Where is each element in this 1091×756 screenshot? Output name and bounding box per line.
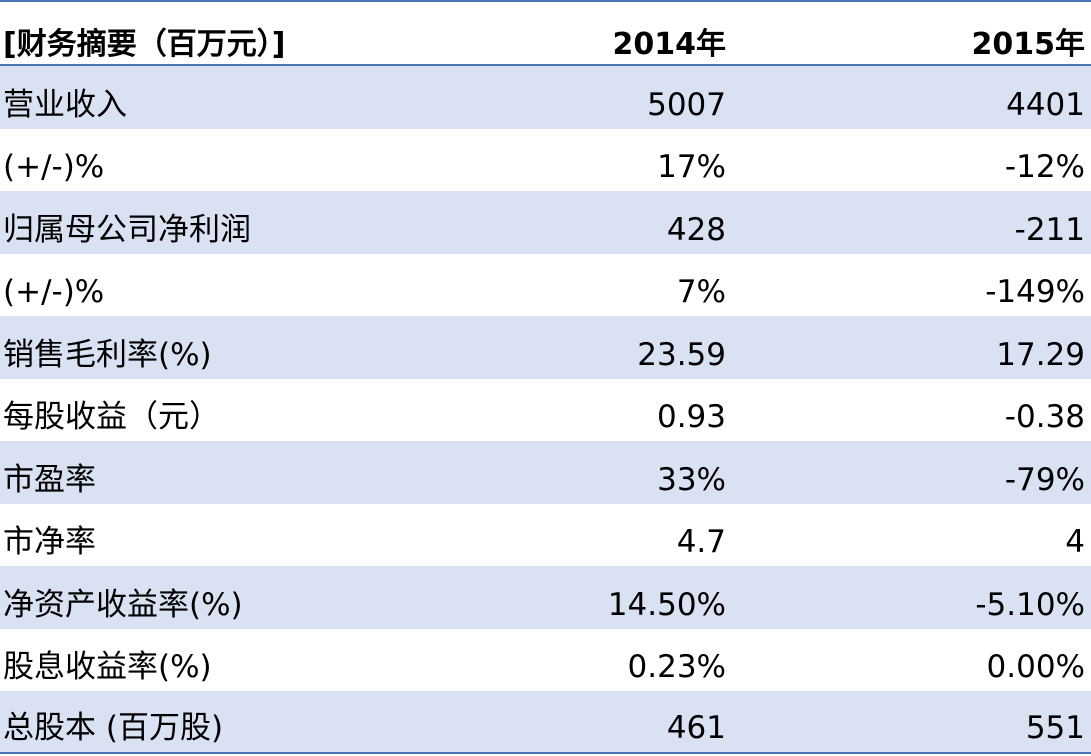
row-value-2014: 17%: [657, 149, 726, 185]
header-2014: 2014年: [612, 27, 727, 62]
table-body: 营业收入 5007 4401 (+/-)% 17% -12% 归属母公司净利润 428 -211…: [0, 66, 1091, 754]
row-value-2015: 4: [1065, 524, 1085, 560]
table-row: (+/-)% 7% -149%: [0, 254, 1091, 317]
row-label: 营业收入: [3, 86, 127, 123]
row-value-2015: 551: [1025, 709, 1085, 746]
row-label: 每股收益（元）: [3, 399, 220, 435]
header-2015: 2015年: [971, 27, 1086, 62]
row-value-2014: 461: [666, 709, 726, 746]
row-value-2015: 0.00%: [986, 649, 1085, 685]
row-value-2015: -211: [1014, 211, 1085, 248]
row-value-2015: -0.38: [1004, 399, 1085, 435]
table-row: 归属母公司净利润 428 -211: [0, 191, 1091, 254]
table-row: 市净率 4.7 4: [0, 504, 1091, 567]
row-value-2015: -79%: [1004, 461, 1085, 498]
table-row: 市盈率 33% -79%: [0, 441, 1091, 504]
table-row: 净资产收益率(%) 14.50% -5.10%: [0, 566, 1091, 629]
row-value-2014: 23.59: [637, 336, 726, 373]
row-value-2014: 5007: [647, 86, 726, 123]
row-value-2014: 14.50%: [607, 586, 726, 623]
table-row: 每股收益（元） 0.93 -0.38: [0, 379, 1091, 442]
header-label: [财务摘要（百万元）]: [3, 27, 286, 62]
row-label: 股息收益率(%): [3, 649, 212, 685]
row-value-2014: 428: [666, 211, 726, 248]
row-label: 市盈率: [3, 461, 96, 498]
table-header-row: [财务摘要（百万元）] 2014年 2015年: [0, 2, 1091, 66]
row-label: (+/-)%: [3, 274, 105, 310]
row-label: 净资产收益率(%): [3, 586, 243, 623]
row-label: 总股本 (百万股): [3, 709, 224, 746]
row-value-2015: -5.10%: [975, 586, 1085, 623]
row-label: 归属母公司净利润: [3, 211, 251, 248]
row-value-2015: 4401: [1006, 86, 1085, 123]
table-row: 总股本 (百万股) 461 551: [0, 691, 1091, 754]
row-value-2014: 7%: [676, 274, 726, 310]
table-row: 股息收益率(%) 0.23% 0.00%: [0, 629, 1091, 692]
row-label: (+/-)%: [3, 149, 105, 185]
row-value-2014: 0.93: [656, 399, 726, 435]
row-value-2015: -149%: [985, 274, 1085, 310]
row-value-2014: 33%: [657, 461, 726, 498]
table-row: 销售毛利率(%) 23.59 17.29: [0, 316, 1091, 379]
row-value-2015: 17.29: [996, 336, 1085, 373]
row-value-2015: -12%: [1004, 149, 1085, 185]
table-row: (+/-)% 17% -12%: [0, 129, 1091, 192]
row-label: 市净率: [3, 524, 96, 560]
row-label: 销售毛利率(%): [3, 336, 212, 373]
row-value-2014: 0.23%: [627, 649, 726, 685]
row-value-2014: 4.7: [676, 524, 726, 560]
table-row: 营业收入 5007 4401: [0, 66, 1091, 129]
